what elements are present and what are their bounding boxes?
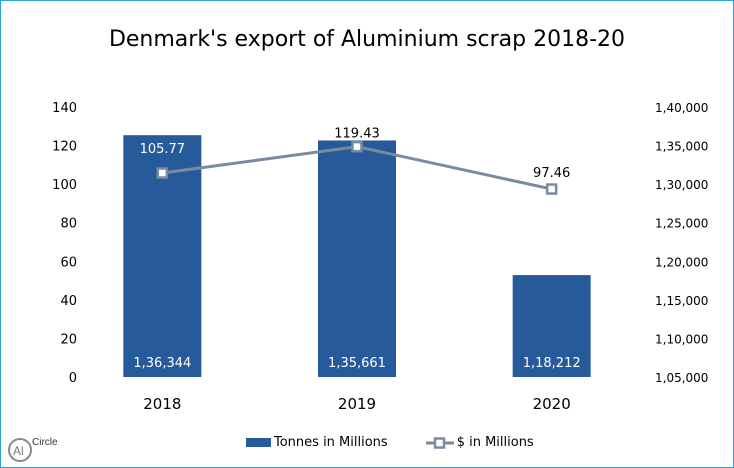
chart-title: Denmark's export of Aluminium scrap 2018… <box>108 27 626 52</box>
left-tick-label: 100 <box>52 178 77 193</box>
right-tick-label: 1,10,000 <box>655 332 708 346</box>
line-point <box>156 167 169 179</box>
legend-label-dollars: $ in Millions <box>456 435 534 450</box>
bar-data-label: 1,36,344 <box>133 356 191 371</box>
left-tick-label: 0 <box>69 371 77 386</box>
left-tick-label: 60 <box>60 255 77 270</box>
right-tick-label: 1,35,000 <box>655 140 708 154</box>
x-tick-label: 2018 <box>143 395 181 413</box>
legend-bar-swatch <box>246 438 271 447</box>
bar-data-label: 1,18,212 <box>523 356 581 371</box>
right-tick-label: 1,25,000 <box>655 217 708 231</box>
bar-data-label: 1,35,661 <box>328 356 386 371</box>
line-data-label: 105.77 <box>140 142 186 157</box>
left-tick-label: 20 <box>60 332 77 347</box>
bar-2019 <box>318 140 396 377</box>
line-data-label: 97.46 <box>533 166 570 181</box>
line-point <box>545 183 558 195</box>
right-tick-label: 1,15,000 <box>655 294 708 308</box>
right-tick-label: 1,40,000 <box>655 101 708 115</box>
svg-text:Al: Al <box>13 444 24 458</box>
line-point <box>351 140 363 153</box>
right-tick-label: 1,20,000 <box>655 255 708 269</box>
x-tick-label: 2019 <box>338 395 376 413</box>
left-tick-label: 40 <box>60 294 77 309</box>
bar-2020 <box>512 275 591 377</box>
x-tick-label: 2020 <box>533 395 571 413</box>
svg-text:Circle: Circle <box>32 437 58 448</box>
right-tick-label: 1,05,000 <box>655 371 708 385</box>
alcircle-logo: Al Circle <box>7 434 67 467</box>
left-tick-label: 120 <box>52 140 77 155</box>
line-data-label: 119.43 <box>334 127 380 142</box>
legend-item-dollars: $ in Millions <box>425 435 534 450</box>
left-tick-label: 140 <box>52 101 77 116</box>
legend-item-tonnes: Tonnes in Millions <box>246 435 388 450</box>
left-tick-label: 80 <box>60 217 77 232</box>
logo-mark: Al Circle <box>8 437 58 462</box>
legend-label-tonnes: Tonnes in Millions <box>274 435 388 450</box>
legend: Tonnes in Millions $ in Millions <box>246 435 572 450</box>
right-tick-label: 1,30,000 <box>655 178 708 192</box>
legend-line-swatch <box>425 436 454 449</box>
